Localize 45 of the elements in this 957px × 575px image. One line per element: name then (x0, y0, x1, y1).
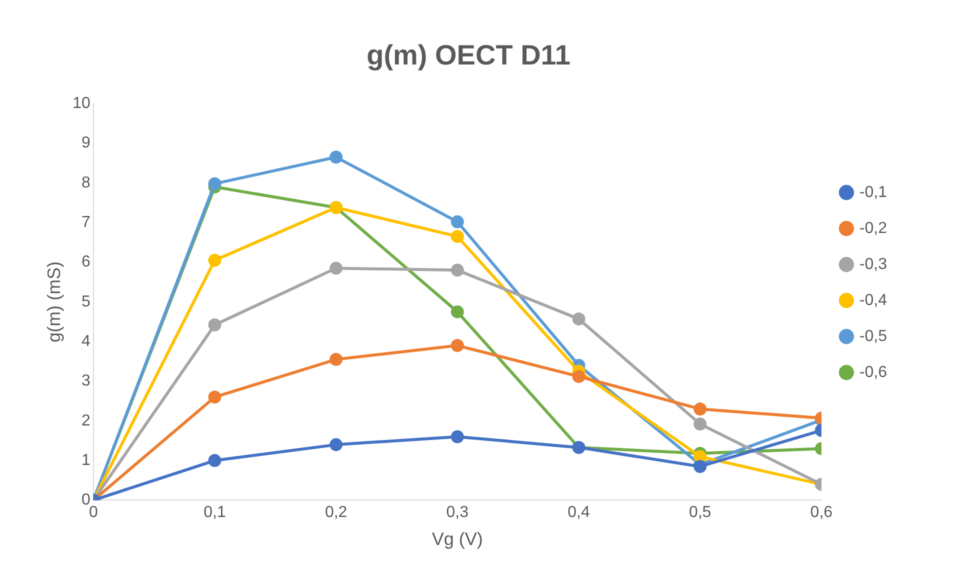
point (694, 402, 707, 416)
legend-label: -0,1 (859, 184, 888, 201)
y-tick-label: 7 (81, 214, 90, 231)
y-tick-label: 3 (81, 372, 90, 390)
point (572, 370, 586, 383)
x-tick-label: 0,3 (446, 504, 469, 522)
point (208, 390, 222, 404)
point (450, 305, 464, 318)
y-tick-label: 6 (81, 254, 90, 271)
point (208, 454, 222, 468)
point (330, 150, 343, 164)
y-axis-title: g(m) (mS) (44, 261, 64, 342)
y-tick-label: 2 (81, 412, 90, 430)
legend-label: -0,2 (859, 220, 888, 237)
point (450, 339, 464, 352)
x-tick-label: 0,1 (204, 504, 226, 522)
x-axis-title: Vg (V) (432, 529, 483, 550)
legend-label: -0,3 (859, 256, 888, 273)
point (572, 312, 586, 326)
x-tick-label: 0,6 (810, 504, 833, 522)
point (330, 352, 343, 366)
point (208, 254, 222, 267)
y-tick-label: 10 (72, 95, 90, 112)
point (694, 418, 707, 431)
y-tick-label: 0 (81, 492, 90, 509)
point (208, 177, 222, 190)
point (208, 318, 222, 332)
point (450, 430, 464, 444)
chart-title: g(m) OECT D11 (366, 40, 570, 71)
point (330, 262, 343, 275)
y-tick-label: 4 (81, 332, 90, 350)
point (330, 438, 343, 452)
y-tick-label: 5 (81, 293, 90, 310)
point (450, 264, 464, 277)
legend-label: -0,4 (859, 292, 888, 309)
y-tick-label: 1 (81, 452, 90, 469)
point (450, 215, 464, 228)
y-tick-label: 9 (81, 134, 90, 152)
point (450, 230, 464, 243)
x-tick-label: 0,4 (568, 504, 590, 522)
x-tick-label: 0,5 (688, 504, 712, 522)
legend-label: -0,6 (859, 364, 888, 381)
x-tick-label: 0,2 (324, 504, 348, 522)
legend-label: -0,5 (859, 328, 888, 345)
y-tick-label: 8 (81, 174, 90, 192)
